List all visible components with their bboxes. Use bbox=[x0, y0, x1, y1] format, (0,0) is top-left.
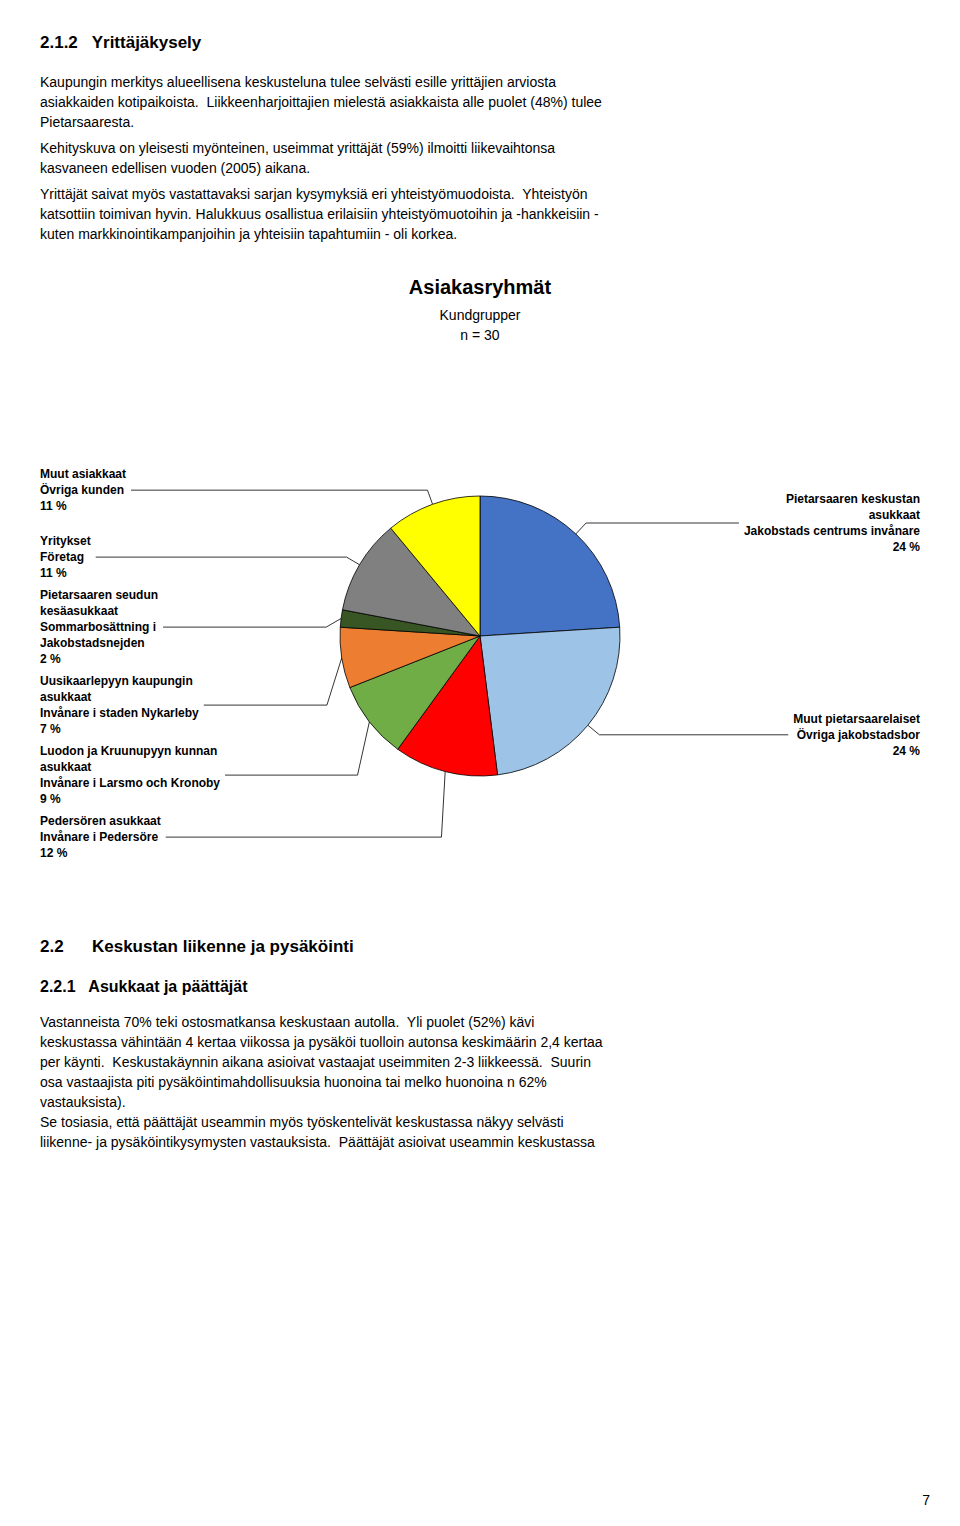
svg-text:Kaupungin merkitys alueellisen: Kaupungin merkitys alueellisena keskuste… bbox=[40, 74, 556, 90]
svg-text:katsottiin toimivan hyvin. Hal: katsottiin toimivan hyvin. Halukkuus osa… bbox=[40, 206, 599, 222]
svg-text:kasvaneen edellisen vuoden (20: kasvaneen edellisen vuoden (2005) aikana… bbox=[40, 160, 310, 176]
svg-text:asiakkaiden kotipaikoista. Li: asiakkaiden kotipaikoista. Liikkeenharjo… bbox=[40, 94, 602, 110]
svg-text:Övriga kunden: Övriga kunden bbox=[40, 482, 124, 497]
svg-text:Invånare i Pedersöre: Invånare i Pedersöre bbox=[40, 830, 158, 844]
svg-text:kesäasukkaat: kesäasukkaat bbox=[40, 604, 118, 618]
svg-text:Företag: Företag bbox=[40, 550, 84, 564]
svg-text:Yrittäjät saivat myös vastatta: Yrittäjät saivat myös vastattavaksi sarj… bbox=[40, 186, 588, 202]
svg-text:Se tosiasia, että päättäjät us: Se tosiasia, että päättäjät useammin myö… bbox=[40, 1114, 564, 1130]
svg-text:per käynti. Keskustakäynnin a: per käynti. Keskustakäynnin aikana asioi… bbox=[40, 1054, 591, 1070]
svg-text:keskustassa vähintään 4 kertaa: keskustassa vähintään 4 kertaa viikossa … bbox=[40, 1034, 603, 1050]
svg-text:24 %: 24 % bbox=[893, 540, 921, 554]
svg-text:Luodon ja Kruunupyyn kunnan: Luodon ja Kruunupyyn kunnan bbox=[40, 744, 217, 758]
svg-text:Kehityskuva on yleisesti myönt: Kehityskuva on yleisesti myönteinen, use… bbox=[40, 140, 555, 156]
svg-text:7 %: 7 % bbox=[40, 722, 61, 736]
svg-text:Pietarsaaresta.: Pietarsaaresta. bbox=[40, 114, 134, 130]
svg-text:9 %: 9 % bbox=[40, 792, 61, 806]
svg-text:11 %: 11 % bbox=[40, 566, 67, 580]
svg-text:Invånare i Larsmo och Kronoby: Invånare i Larsmo och Kronoby bbox=[40, 776, 220, 790]
svg-text:Kundgrupper: Kundgrupper bbox=[440, 307, 521, 323]
svg-text:Asiakasryhmät: Asiakasryhmät bbox=[409, 276, 552, 298]
svg-text:24 %: 24 % bbox=[893, 744, 921, 758]
svg-text:Vastanneista 70% teki ostosmat: Vastanneista 70% teki ostosmatkansa kesk… bbox=[40, 1014, 534, 1030]
svg-text:vastauksista).: vastauksista). bbox=[40, 1094, 126, 1110]
svg-text:2 %: 2 % bbox=[40, 652, 61, 666]
svg-text:11 %: 11 % bbox=[40, 499, 67, 513]
svg-text:Jakobstadsnejden: Jakobstadsnejden bbox=[40, 636, 145, 650]
svg-text:Jakobstads centrums invånare: Jakobstads centrums invånare bbox=[744, 524, 920, 538]
svg-text:Övriga jakobstadsbor: Övriga jakobstadsbor bbox=[797, 727, 921, 742]
svg-text:kuten markkinointikampanjoihin: kuten markkinointikampanjoihin ja yhteis… bbox=[40, 226, 457, 242]
svg-text:Muut pietarsaarelaiset: Muut pietarsaarelaiset bbox=[793, 712, 920, 726]
svg-text:liikenne- ja pysäköintikysymys: liikenne- ja pysäköintikysymysten vastau… bbox=[40, 1134, 595, 1150]
svg-text:osa vastaajista piti pysäköint: osa vastaajista piti pysäköintimahdollis… bbox=[40, 1074, 547, 1090]
svg-text:12 %: 12 % bbox=[40, 846, 68, 860]
svg-text:Uusikaarlepyyn kaupungin: Uusikaarlepyyn kaupungin bbox=[40, 674, 193, 688]
svg-text:asukkaat: asukkaat bbox=[869, 508, 920, 522]
svg-text:7: 7 bbox=[922, 1492, 930, 1508]
svg-text:Pietarsaaren seudun: Pietarsaaren seudun bbox=[40, 588, 158, 602]
svg-text:Muut asiakkaat: Muut asiakkaat bbox=[40, 467, 126, 481]
svg-text:n = 30: n = 30 bbox=[460, 327, 500, 343]
svg-text:2.1.2 Yrittäjäkysely: 2.1.2 Yrittäjäkysely bbox=[40, 33, 202, 52]
svg-text:Pedersören asukkaat: Pedersören asukkaat bbox=[40, 814, 161, 828]
svg-text:asukkaat: asukkaat bbox=[40, 760, 91, 774]
svg-text:Yritykset: Yritykset bbox=[40, 534, 91, 548]
svg-text:Pietarsaaren keskustan: Pietarsaaren keskustan bbox=[786, 492, 920, 506]
svg-text:asukkaat: asukkaat bbox=[40, 690, 91, 704]
svg-text:Sommarbosättning i: Sommarbosättning i bbox=[40, 620, 156, 634]
svg-text:2.2.1 Asukkaat ja päättäjät: 2.2.1 Asukkaat ja päättäjät bbox=[40, 978, 248, 995]
svg-text:Invånare i staden Nykarleby: Invånare i staden Nykarleby bbox=[40, 706, 199, 720]
svg-text:2.2 Keskustan liikenne ja: 2.2 Keskustan liikenne ja pysäköinti bbox=[40, 937, 354, 956]
